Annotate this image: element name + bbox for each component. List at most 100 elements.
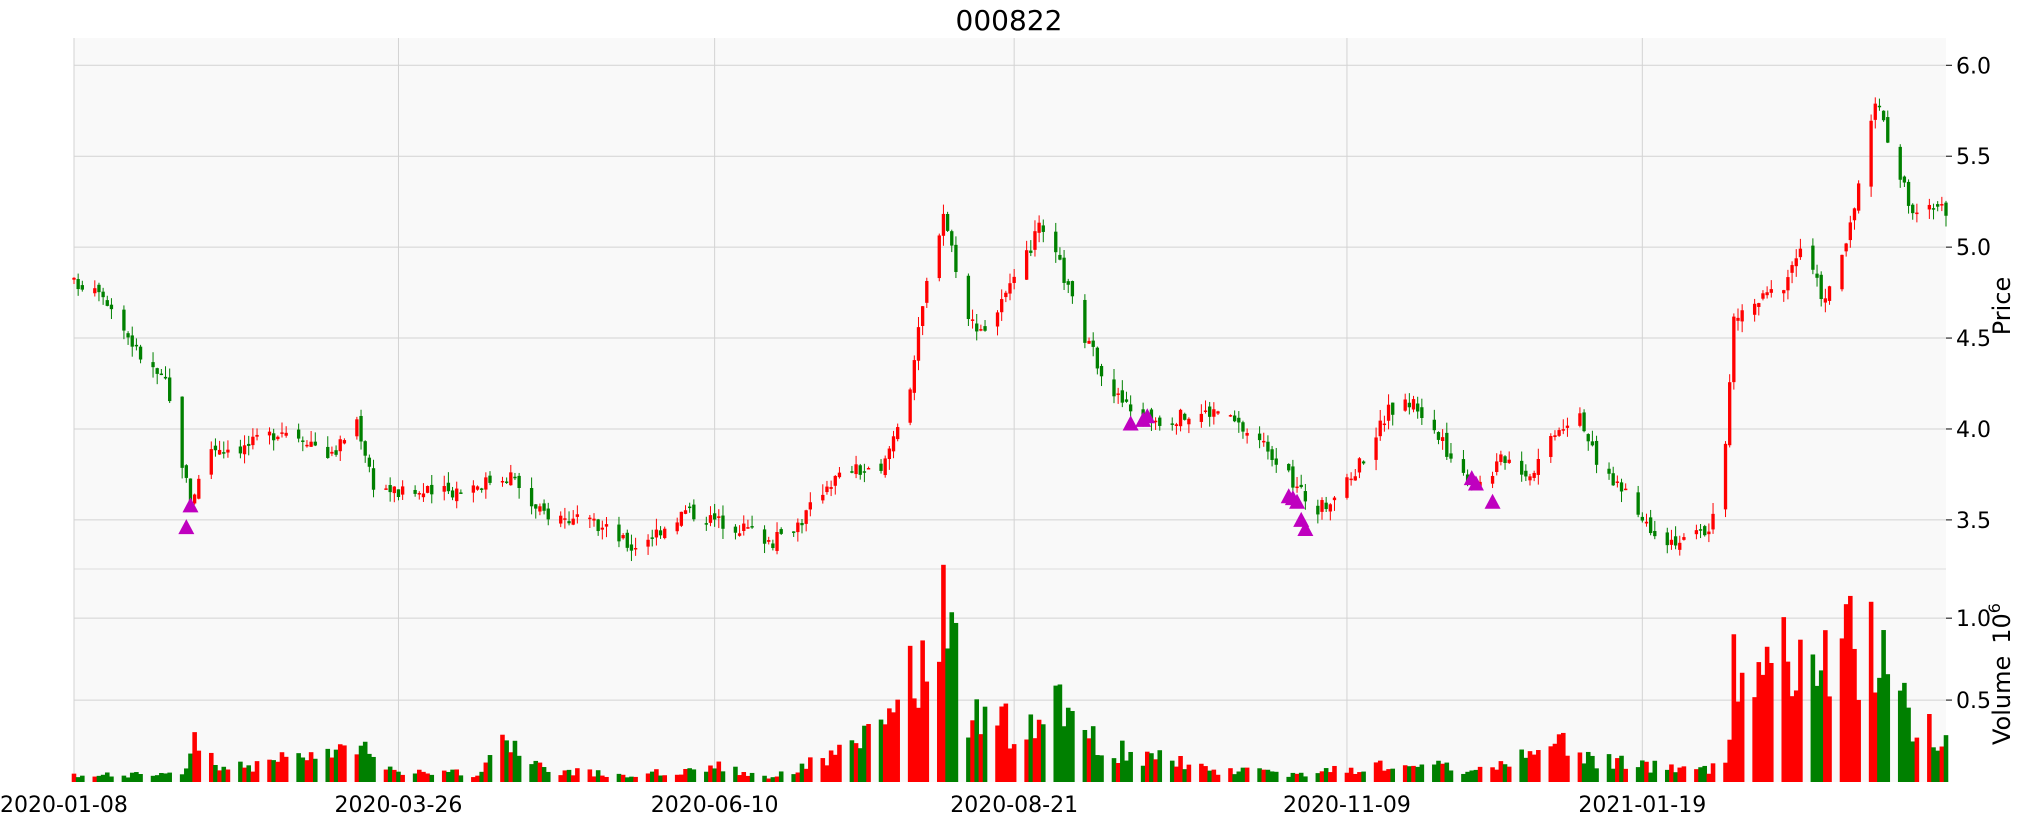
volume-bar (762, 775, 767, 782)
candle-body (854, 464, 858, 475)
volume-bar (1436, 760, 1441, 782)
volume-bar (1723, 762, 1728, 782)
candle-body (546, 508, 550, 520)
volume-bar (159, 772, 164, 782)
volume-bar (1144, 751, 1150, 782)
volume-bar (1577, 752, 1583, 782)
signal-marker (178, 519, 195, 535)
volume-bar (1303, 776, 1308, 782)
volume-bar (1111, 758, 1117, 782)
volume-bar (1527, 751, 1533, 782)
candle-body (1461, 459, 1466, 473)
candle-body (500, 480, 505, 483)
candle-body (1361, 461, 1366, 464)
volume-axis-title: Volume 106 (1985, 603, 2016, 745)
candle-body (563, 518, 567, 520)
candle-body (1823, 298, 1828, 303)
candle-body (779, 529, 783, 534)
volume-bar (1065, 707, 1071, 782)
candle-body (1495, 461, 1499, 473)
candle-body (1707, 531, 1711, 535)
candle-body (1565, 425, 1570, 428)
volume-bar (92, 776, 98, 782)
volume-bar (250, 771, 256, 782)
candle-body (1811, 245, 1815, 270)
candle-body (825, 486, 829, 493)
candle-body (1819, 274, 1823, 300)
candle-body (238, 446, 243, 454)
candle-body (1153, 420, 1158, 423)
candle-body (1728, 382, 1732, 446)
candle-body (488, 475, 492, 483)
candle-body (821, 494, 825, 501)
signal-marker (1467, 475, 1484, 491)
candle-body (1170, 423, 1174, 425)
volume-bar (791, 774, 796, 782)
candle-body (109, 304, 114, 310)
volume-bar (1906, 707, 1911, 782)
volume-bar (425, 773, 430, 782)
volume-bar (1594, 768, 1599, 782)
volume-bar (1357, 772, 1362, 782)
candle-body (600, 527, 604, 530)
candle-body (1827, 286, 1832, 301)
candle-body (255, 434, 259, 437)
volume-bar (1706, 773, 1712, 782)
candle-body (384, 488, 388, 490)
volume-bar (412, 773, 418, 782)
candle-body (421, 493, 426, 498)
candle-body (1528, 476, 1532, 481)
candle-body (542, 503, 546, 511)
volume-bar (778, 771, 784, 782)
volume-bar (329, 757, 335, 782)
volume-bar (1373, 762, 1379, 782)
volume-bar (936, 661, 942, 782)
volume-bar (808, 757, 813, 782)
volume-bar (974, 699, 980, 782)
volume-tick-label: 1.0 (1956, 607, 1991, 632)
volume-bar (1644, 761, 1649, 782)
volume-bar (633, 776, 638, 782)
volume-bar (970, 720, 975, 782)
candle-body (1752, 303, 1757, 315)
volume-bar (866, 724, 871, 782)
candle-body (629, 544, 634, 551)
volume-bar (720, 771, 726, 782)
candle-body (413, 489, 417, 494)
candle-body (1586, 434, 1590, 442)
volume-bar (1415, 766, 1420, 782)
volume-bar (1710, 763, 1716, 782)
volume-bar (1818, 670, 1824, 782)
volume-bar (895, 699, 900, 782)
volume-bar (1735, 701, 1741, 782)
candle-body (1881, 110, 1886, 121)
candle-body (975, 323, 979, 332)
candle-body (621, 535, 625, 539)
signal-marker (182, 497, 199, 513)
volume-bar (400, 774, 405, 782)
volume-bar (1149, 753, 1154, 782)
candle-body (567, 521, 571, 524)
candle-body (330, 451, 334, 454)
volume-bar (658, 775, 663, 782)
candle-body (1345, 477, 1349, 498)
candle-body (979, 329, 983, 331)
candle-body (1915, 212, 1919, 215)
volume-bar (1298, 772, 1304, 782)
candle-body (222, 452, 226, 454)
candle-body (1615, 481, 1620, 483)
volume-bar (1211, 769, 1217, 782)
candle-body (1669, 539, 1674, 545)
volume-bar (1843, 604, 1849, 782)
volume-bar (529, 764, 534, 782)
candle-body (742, 523, 746, 531)
candle-body (480, 488, 484, 490)
candle-body (887, 448, 892, 460)
volume-bar (1739, 672, 1745, 782)
volume-bar (1897, 690, 1903, 782)
candle-body (76, 279, 80, 290)
candle-body (400, 486, 405, 495)
volume-bar (242, 767, 247, 782)
candle-body (1004, 292, 1008, 298)
volume-bar (1760, 674, 1766, 782)
